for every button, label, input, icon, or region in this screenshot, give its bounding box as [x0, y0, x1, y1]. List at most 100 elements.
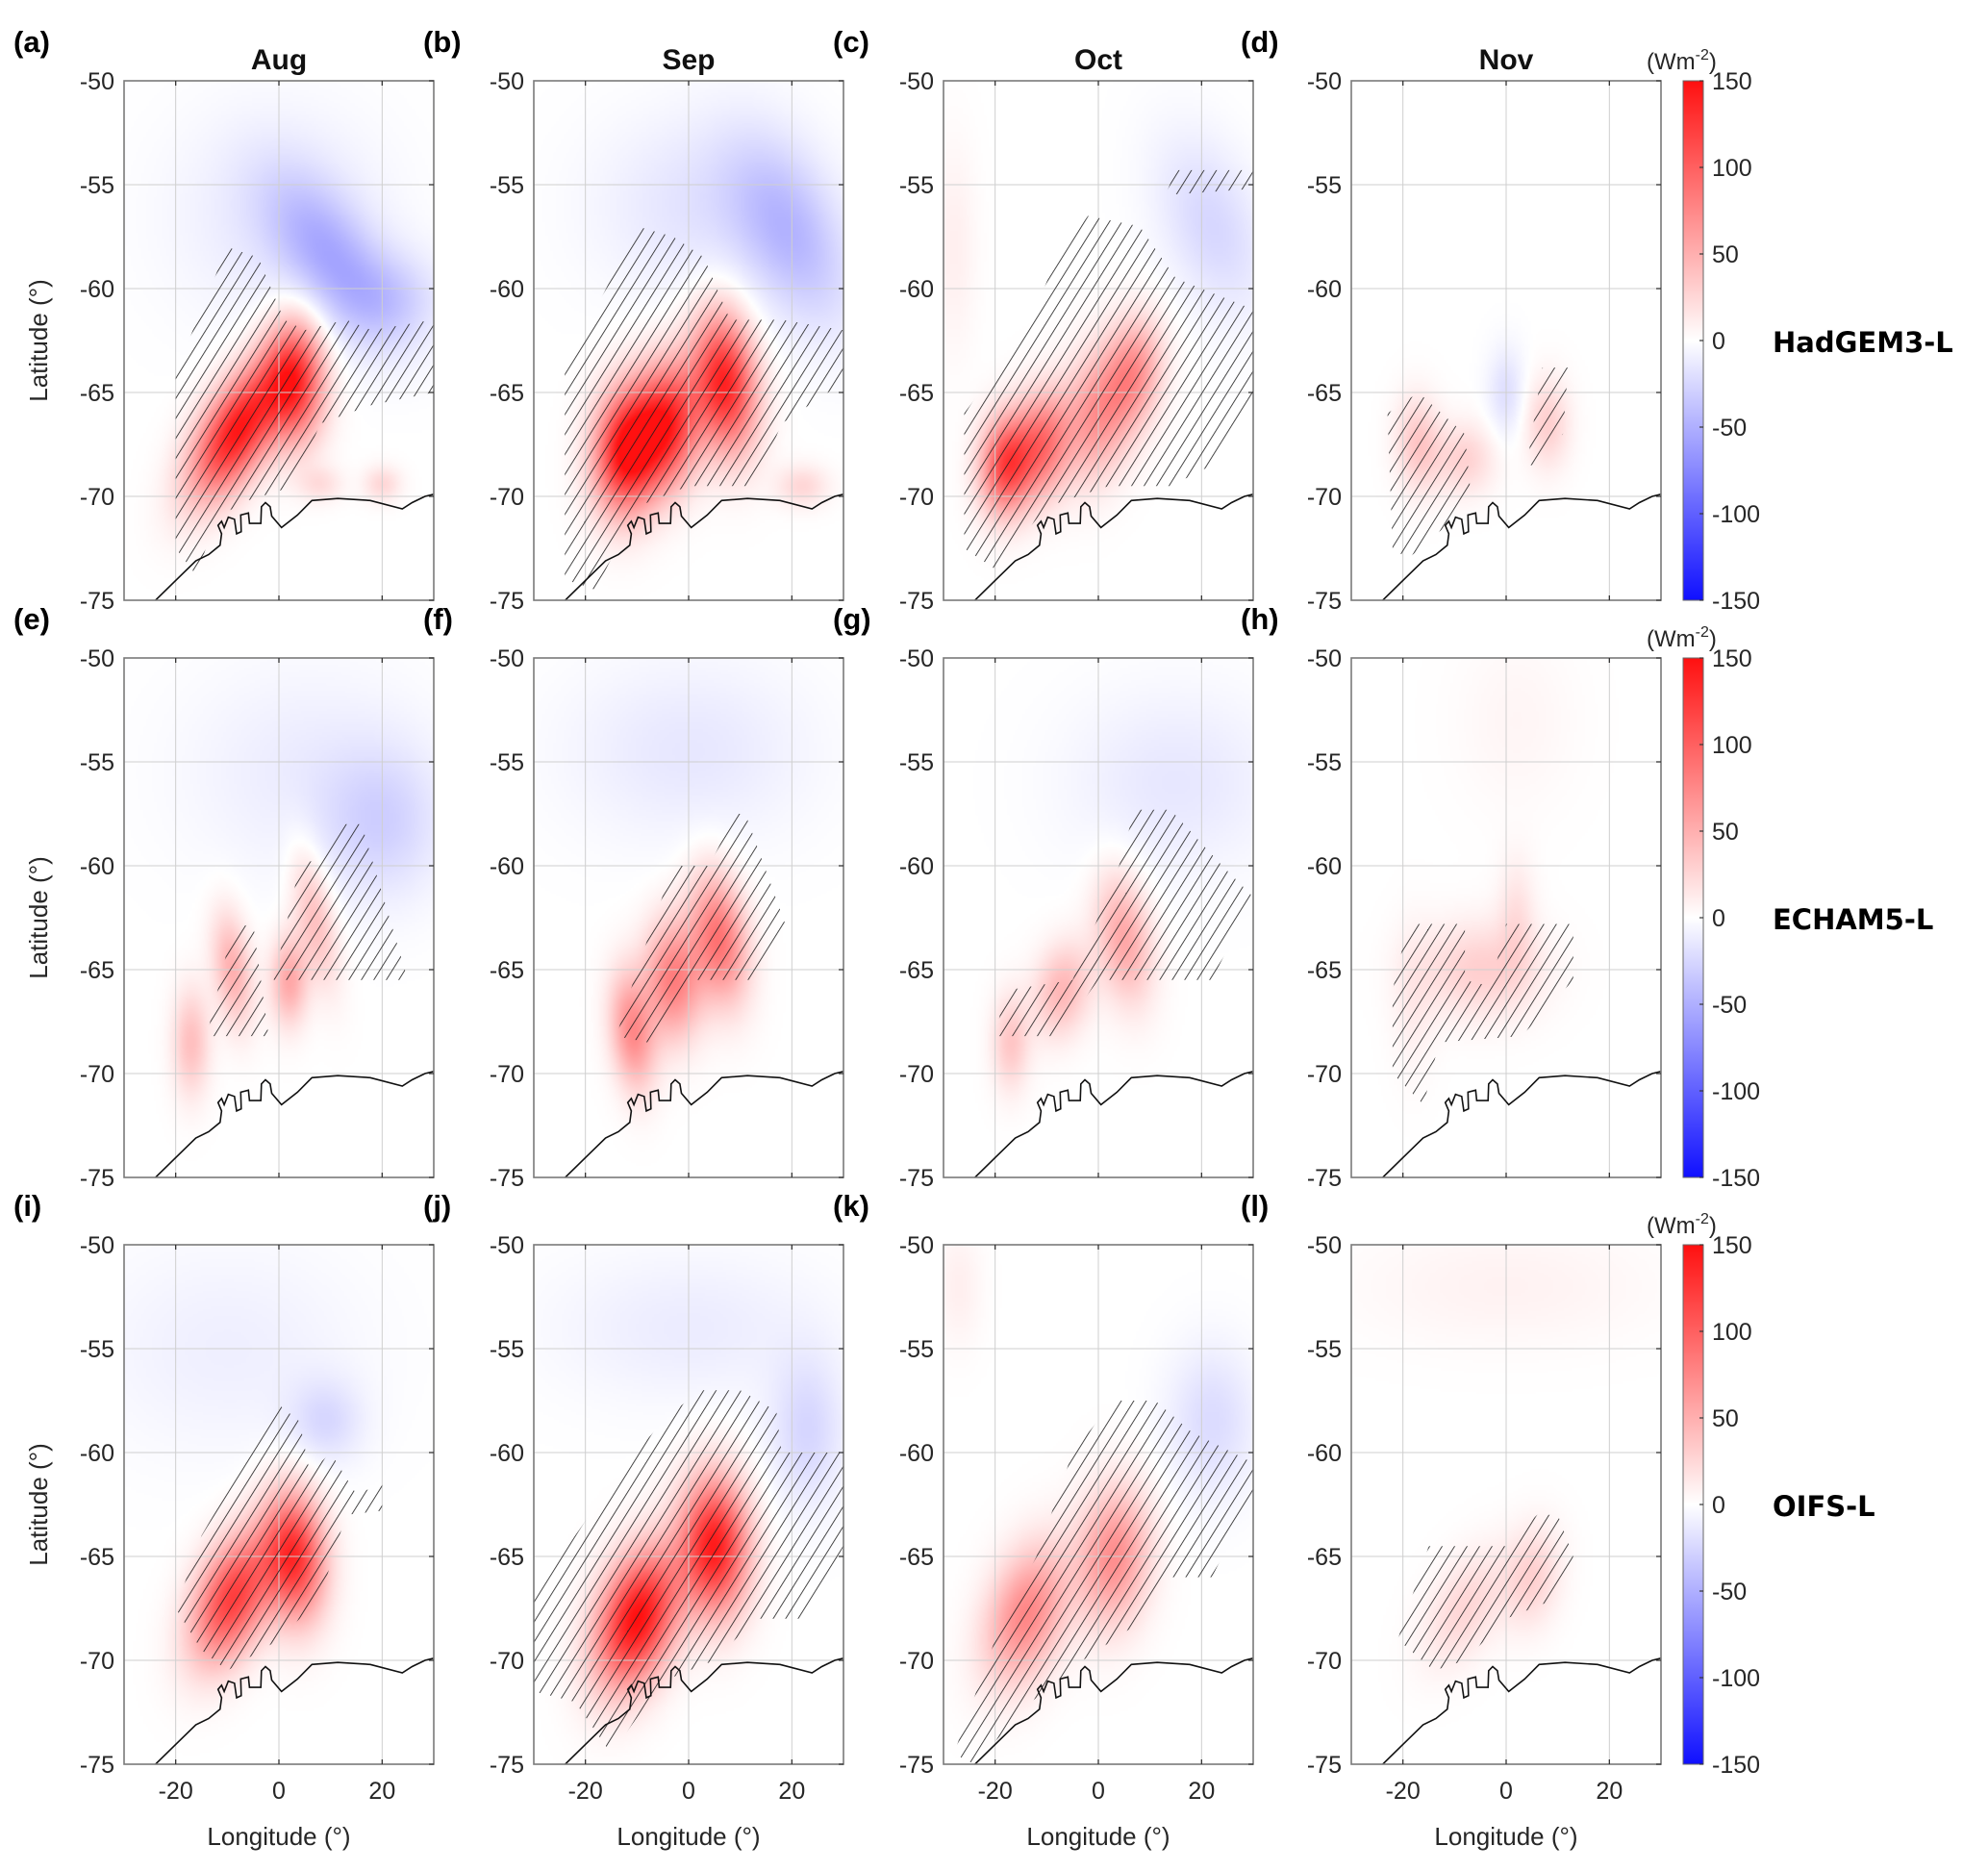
colorbar-tick-label: 50 [1712, 241, 1739, 268]
y-tick-label: -50 [1307, 645, 1342, 672]
coastline [565, 1657, 843, 1764]
significance-hatching [616, 814, 787, 1043]
y-tick-label: -55 [1307, 1336, 1342, 1363]
y-tick-label: -60 [80, 1440, 114, 1467]
colorbar: 150 100 50 0 -50 -100 -150 (Wm-2) ECHAM5-L [1647, 624, 1933, 1192]
y-tick-label: -60 [490, 276, 524, 303]
x-tick-label: 0 [272, 1778, 286, 1805]
month-title: Oct [1074, 44, 1122, 76]
y-tick-label: -60 [490, 853, 524, 880]
y-tick-label: -70 [80, 1648, 114, 1675]
y-tick-label: -60 [80, 853, 114, 880]
coastline [974, 1071, 1253, 1177]
y-tick-label: -70 [490, 484, 524, 511]
significance-hatching [964, 169, 1253, 569]
y-tick-label: -50 [899, 645, 934, 672]
coastline [155, 1071, 434, 1177]
colorbar-tick-label: -50 [1712, 992, 1747, 1019]
x-tick-label: -20 [978, 1778, 1013, 1805]
y-tick-label: -55 [1307, 172, 1342, 199]
y-tick-label: -75 [1307, 588, 1342, 615]
y-tick-label: -70 [80, 484, 114, 511]
y-tick-label: -70 [80, 1061, 114, 1088]
x-tick-label: 20 [778, 1778, 805, 1805]
coastline [1382, 493, 1661, 600]
significance-hatching [994, 809, 1253, 1037]
y-axis-label: Latitude (°) [24, 856, 53, 978]
y-tick-label: -65 [80, 1544, 114, 1571]
colorbar-tick-label: 50 [1712, 1405, 1739, 1432]
y-tick-label: -65 [1307, 380, 1342, 407]
x-axis-label: Longitude (°) [207, 1822, 350, 1851]
coastline [1382, 1657, 1661, 1764]
y-tick-label: -65 [899, 1544, 934, 1571]
y-tick-label: -55 [490, 749, 524, 776]
panel-letter: (f) [423, 602, 453, 636]
month-title: Sep [662, 44, 715, 76]
hatch-region [1397, 1514, 1573, 1671]
model-label: HadGEM3-L [1773, 326, 1953, 359]
panel-letter: (b) [423, 25, 462, 59]
y-axis-label: Latitude (°) [24, 1443, 53, 1565]
colorbar-tick-label: 0 [1712, 1492, 1725, 1519]
y-tick-label: -55 [80, 1336, 114, 1363]
coastline [565, 493, 843, 600]
y-tick-label: -65 [490, 957, 524, 984]
x-tick-label: 20 [368, 1778, 395, 1805]
coastline [974, 1657, 1253, 1764]
hatch-region [534, 1390, 843, 1755]
y-tick-label: -60 [490, 1440, 524, 1467]
x-axis-label: Longitude (°) [617, 1822, 760, 1851]
y-tick-label: -75 [1307, 1165, 1342, 1192]
hatch-region [994, 809, 1253, 1037]
coastline [565, 1071, 843, 1177]
x-tick-label: 0 [1499, 1778, 1513, 1805]
map-panel-l: -50 -55 -60 -65 -70 -75 -20 0 20 Longitude (°) (l) [1241, 1189, 1662, 1851]
x-tick-label: -20 [568, 1778, 603, 1805]
map-panel-g: -50 -55 -60 -65 -70 -75 (g) [833, 602, 1254, 1192]
hatch-region [616, 814, 787, 1043]
y-tick-label: -75 [899, 1165, 934, 1192]
hatch-region [964, 215, 1253, 569]
colorbar-tick-label: -50 [1712, 415, 1747, 442]
significance-hatching [953, 1401, 1253, 1764]
y-tick-label: -60 [899, 1440, 934, 1467]
significance-hatching [534, 1390, 843, 1755]
y-tick-label: -75 [80, 1752, 114, 1779]
y-tick-label: -65 [490, 1544, 524, 1571]
map-panel-e: -50 -55 -60 -65 -70 -75 Latitude (°) (e) [13, 602, 435, 1192]
significance-hatching [175, 246, 434, 576]
y-tick-label: -50 [490, 68, 524, 95]
colorbar-tick-label: 0 [1712, 328, 1725, 355]
hatch-region [953, 1401, 1253, 1764]
y-tick-label: -55 [490, 1336, 524, 1363]
y-tick-label: -65 [490, 380, 524, 407]
colorbar-tick-label: 150 [1712, 68, 1752, 95]
y-tick-label: -75 [80, 1165, 114, 1192]
x-tick-label: 0 [1092, 1778, 1105, 1805]
y-tick-label: -60 [899, 276, 934, 303]
colorbar-tick-label: 150 [1712, 645, 1752, 672]
hatch-region [273, 823, 409, 980]
y-tick-label: -70 [899, 1061, 934, 1088]
x-tick-label: 0 [682, 1778, 695, 1805]
colorbar-tick-label: -50 [1712, 1579, 1747, 1606]
map-panel-j: -50 -55 -60 -65 -70 -75 -20 0 20 Longitude (°) (j) [423, 1189, 844, 1851]
y-tick-label: -75 [899, 1752, 934, 1779]
colorbar-tick-label: -150 [1712, 1165, 1760, 1192]
y-tick-label: -55 [899, 1336, 934, 1363]
colorbar-tick-label: -100 [1712, 1078, 1760, 1105]
model-label: OIFS-L [1773, 1490, 1875, 1523]
panel-letter: (e) [13, 602, 50, 636]
y-tick-label: -75 [490, 588, 524, 615]
colorbar-unit-label: (Wm-2) [1647, 47, 1717, 75]
colorbar-tick-label: 0 [1712, 905, 1725, 932]
colorbar-tick-label: -100 [1712, 501, 1760, 528]
x-tick-label: -20 [1386, 1778, 1421, 1805]
y-tick-label: -70 [1307, 484, 1342, 511]
y-tick-label: -65 [899, 380, 934, 407]
y-tick-label: -55 [80, 749, 114, 776]
y-tick-label: -65 [80, 380, 114, 407]
y-tick-label: -65 [899, 957, 934, 984]
panel-letter: (k) [833, 1189, 869, 1223]
